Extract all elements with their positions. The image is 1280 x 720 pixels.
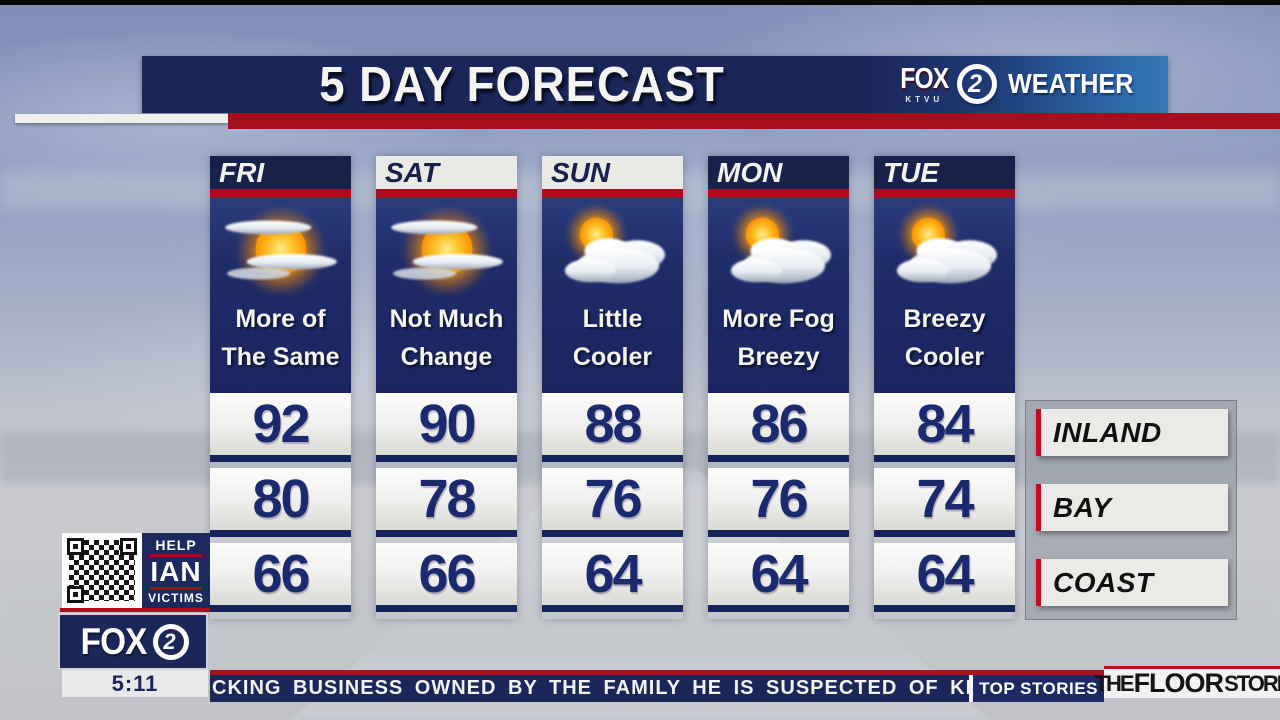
sun-behind-cloud-icon bbox=[564, 203, 665, 284]
bay-temp: 78 bbox=[376, 468, 517, 537]
channel-2-icon: 2 bbox=[152, 623, 189, 660]
bay-temp: 80 bbox=[210, 468, 351, 537]
sun-behind-cloud-icon bbox=[896, 203, 997, 284]
forecast-column-sun: SUN Little Cooler 88 76 64 bbox=[542, 156, 683, 619]
page-title: 5 DAY FORECAST bbox=[319, 57, 725, 112]
fox2-weather-logo: FOX KTVU 2 WEATHER bbox=[896, 64, 1140, 104]
coast-temp: 64 bbox=[542, 543, 683, 612]
ticker-red-line bbox=[210, 670, 1280, 675]
day-header: MON bbox=[708, 156, 849, 189]
forecast-column-fri: FRI More of The Same 92 80 66 bbox=[210, 156, 351, 619]
day-summary: Breezy Cooler bbox=[903, 305, 986, 371]
sun-behind-cloud-icon bbox=[730, 203, 831, 284]
qr-finder-icon bbox=[67, 538, 84, 555]
fox-logo-text: FOX bbox=[900, 62, 949, 95]
day-header: SAT bbox=[376, 156, 517, 189]
fox-logo-text: FOX bbox=[81, 620, 148, 662]
forecast-column-mon: MON More Fog Breezy 86 76 64 bbox=[708, 156, 849, 619]
day-red-bar bbox=[874, 189, 1015, 198]
channel-2-icon: 2 bbox=[956, 64, 997, 104]
promo-victims-text: VICTIMS bbox=[148, 590, 204, 605]
day-header: TUE bbox=[874, 156, 1015, 189]
clock: 5:11 bbox=[62, 670, 208, 697]
coast-temp: 64 bbox=[874, 543, 1015, 612]
region-label-bay: BAY bbox=[1036, 484, 1228, 531]
hazy-sun-icon bbox=[390, 205, 503, 297]
inland-temp: 84 bbox=[874, 393, 1015, 462]
ktvu-label: KTVU bbox=[905, 94, 944, 104]
forecast-column-tue: TUE Breezy Cooler 84 74 64 bbox=[874, 156, 1015, 619]
qr-finder-icon bbox=[67, 586, 84, 603]
bay-temp: 74 bbox=[874, 468, 1015, 537]
day-summary: Little Cooler bbox=[572, 305, 653, 371]
day-red-bar bbox=[708, 189, 849, 198]
day-header: FRI bbox=[210, 156, 351, 189]
news-ticker: CKING BUSINESS OWNED BY THE FAMILY HE IS… bbox=[210, 675, 1104, 702]
qr-finder-icon bbox=[120, 538, 137, 555]
promo-ian-text: IAN bbox=[150, 555, 202, 587]
day-summary: Not Much Change bbox=[389, 305, 504, 371]
bay-temp: 76 bbox=[708, 468, 849, 537]
day-red-bar bbox=[542, 189, 683, 198]
coast-temp: 66 bbox=[376, 543, 517, 612]
header-white-accent bbox=[15, 114, 228, 123]
inland-temp: 86 bbox=[708, 393, 849, 462]
inland-temp: 90 bbox=[376, 393, 517, 462]
day-red-bar bbox=[210, 189, 351, 198]
inland-temp: 92 bbox=[210, 393, 351, 462]
weather-logo-text: WEATHER bbox=[1007, 68, 1134, 99]
qr-code bbox=[62, 533, 142, 608]
promo-help-text: HELP bbox=[155, 536, 197, 553]
region-label-inland: INLAND bbox=[1036, 409, 1228, 456]
header-red-accent bbox=[228, 113, 1280, 129]
letterbox-bar bbox=[0, 0, 1280, 5]
inland-temp: 88 bbox=[542, 393, 683, 462]
floor-store-logo: THEFLOORSTORE bbox=[1095, 666, 1280, 698]
fox2-station-bug: FOX 2 bbox=[58, 613, 208, 670]
region-label-coast: COAST bbox=[1036, 559, 1228, 606]
coast-temp: 66 bbox=[210, 543, 351, 612]
promo-red-underline bbox=[60, 608, 210, 612]
coast-temp: 64 bbox=[708, 543, 849, 612]
ticker-separator bbox=[969, 675, 973, 702]
hazy-sun-icon bbox=[224, 205, 337, 297]
header-bar: 5 DAY FORECAST FOX KTVU 2 WEATHER bbox=[142, 56, 1168, 113]
day-header: SUN bbox=[542, 156, 683, 189]
ticker-section-label: TOP STORIES bbox=[973, 675, 1104, 702]
day-red-bar bbox=[376, 189, 517, 198]
region-legend-panel: INLAND BAY COAST bbox=[1025, 400, 1237, 620]
ticker-headline: CKING BUSINESS OWNED BY THE FAMILY HE IS… bbox=[212, 677, 969, 699]
forecast-column-sat: SAT Not Much Change 90 78 66 bbox=[376, 156, 517, 619]
bay-temp: 76 bbox=[542, 468, 683, 537]
day-summary: More Fog Breezy bbox=[722, 305, 835, 371]
help-ian-victims-panel: HELP IAN VICTIMS bbox=[142, 533, 210, 608]
day-summary: More of The Same bbox=[221, 305, 340, 371]
